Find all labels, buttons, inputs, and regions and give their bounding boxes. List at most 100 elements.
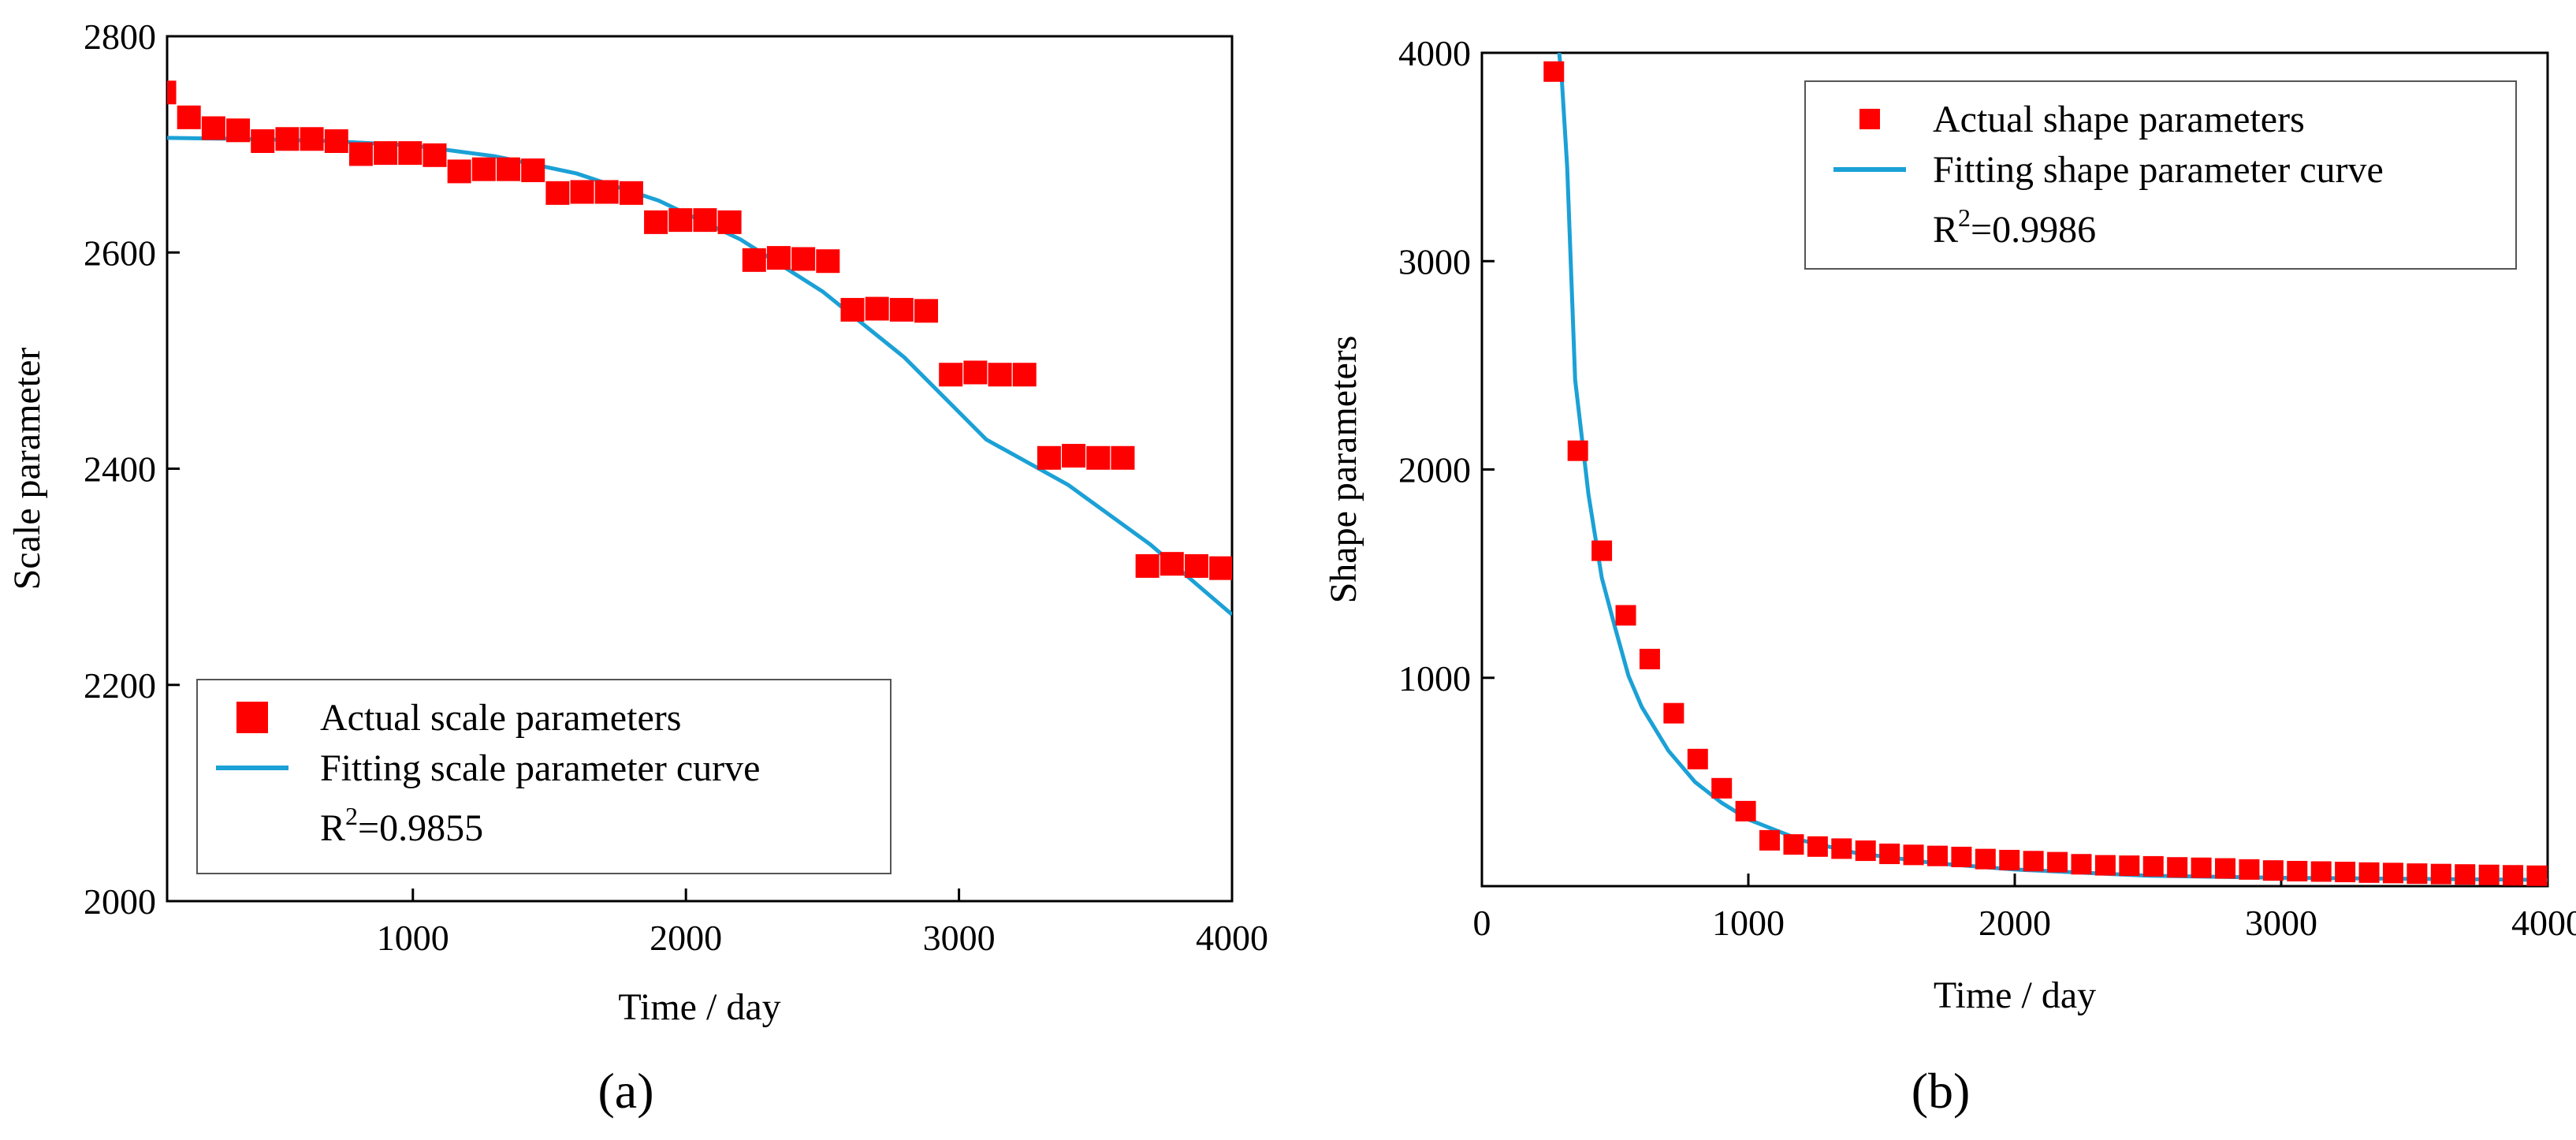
chart1-point-33 (963, 360, 988, 385)
chart1-point-26 (791, 247, 816, 271)
chart2-point-15 (1903, 844, 1924, 866)
chart1-point-7 (324, 129, 348, 154)
chart1-point-13 (471, 157, 496, 181)
chart1-point-23 (717, 210, 742, 234)
chart2-point-38 (2455, 864, 2476, 885)
chart2-point-34 (2358, 862, 2380, 883)
chart2-point-13 (1855, 840, 1876, 862)
chart1-point-3 (226, 118, 251, 143)
chart1-point-22 (693, 208, 717, 233)
chart1-y-tick-label-4: 2800 (84, 17, 156, 57)
chart2-point-19 (1999, 849, 2020, 870)
chart2-x-tick-label-3: 3000 (2245, 903, 2317, 943)
chart2-point-4 (1639, 648, 1660, 669)
chart1-point-9 (374, 141, 398, 166)
chart2-x-tick-label-2: 2000 (1979, 903, 2051, 943)
chart2-point-21 (2047, 851, 2068, 873)
chart2-x-tick-label-1: 1000 (1712, 903, 1785, 943)
chart2-plot-area (1543, 53, 2548, 886)
chart1-point-39 (1111, 445, 1135, 470)
chart2-r-squared-base: R (1933, 209, 1958, 251)
chart1-point-34 (988, 363, 1012, 387)
chart1-point-2 (201, 116, 225, 140)
chart2-point-23 (2094, 855, 2116, 876)
chart1-point-14 (497, 157, 521, 181)
chart2-point-25 (2142, 855, 2164, 877)
chart1-y-tick-label-2: 2400 (84, 449, 156, 490)
chart2-point-33 (2335, 862, 2356, 883)
chart2-point-24 (2119, 855, 2140, 877)
chart2-point-37 (2430, 863, 2451, 885)
chart1-point-8 (348, 142, 373, 166)
chart-panel-a: 1000 2000 3000 4000 2000 2200 2400 2600 2800 Time… (6, 17, 1268, 1028)
chart1-point-21 (668, 208, 693, 233)
panel-label-b: (b) (1912, 1063, 1971, 1119)
chart1-point-37 (1062, 444, 1086, 468)
chart2-point-41 (2526, 865, 2548, 886)
chart2-point-18 (1975, 848, 1996, 870)
chart2-y-tick-label-0: 1000 (1398, 658, 1471, 699)
chart1-point-18 (594, 180, 619, 204)
chart1-point-17 (570, 180, 594, 204)
chart2-point-6 (1687, 748, 1708, 769)
chart1-point-42 (1184, 553, 1208, 578)
chart1-point-19 (619, 181, 643, 205)
chart2-point-2 (1591, 540, 1613, 561)
chart1-r-squared-sup: 2 (345, 802, 358, 830)
chart2-point-31 (2287, 860, 2308, 881)
chart2-point-1 (1567, 440, 1588, 461)
chart2-y-tick-label-3: 4000 (1398, 33, 1471, 73)
chart2-point-3 (1615, 605, 1636, 626)
chart2-point-27 (2191, 857, 2212, 878)
panel-label-a: (a) (597, 1063, 653, 1119)
chart1-point-20 (644, 210, 668, 234)
chart1-point-25 (766, 246, 791, 270)
chart1-point-41 (1160, 552, 1184, 576)
chart2-legend-label-1: Fitting shape parameter curve (1933, 149, 2384, 191)
chart2-point-22 (2071, 854, 2092, 875)
chart1-point-16 (545, 181, 570, 205)
chart2-point-26 (2167, 857, 2188, 878)
chart1-point-30 (889, 297, 914, 322)
chart2-point-17 (1951, 847, 1972, 868)
chart2-legend-label-0: Actual shape parameters (1933, 99, 2305, 140)
chart2-r-squared-sup: 2 (1958, 203, 1971, 232)
chart1-point-28 (840, 297, 865, 322)
chart1-r-squared-value: =0.9855 (358, 807, 483, 849)
chart1-point-32 (939, 363, 963, 387)
chart1-y-tick-label-1: 2200 (84, 665, 156, 706)
chart1-point-36 (1037, 445, 1061, 470)
chart1-point-24 (742, 248, 766, 272)
chart2-r-squared-value: =0.9986 (1971, 209, 2096, 251)
chart2-y-tick-label-2: 3000 (1398, 241, 1471, 281)
chart2-point-14 (1879, 844, 1900, 865)
chart1-point-4 (251, 129, 275, 154)
chart2-legend-marker-swatch (1859, 109, 1880, 129)
chart2-legend: Actual shape parameters Fitting shape par… (1804, 80, 2517, 270)
chart2-point-35 (2382, 862, 2403, 884)
chart2-point-39 (2478, 864, 2500, 885)
chart2-point-29 (2239, 859, 2260, 880)
chart1-point-0 (167, 80, 177, 105)
chart2-point-36 (2407, 863, 2428, 885)
chart1-point-43 (1209, 556, 1232, 580)
chart1-legend-label-0: Actual scale parameters (320, 697, 681, 739)
chart1-point-40 (1135, 553, 1160, 578)
chart1-y-axis-label: Scale parameter (6, 348, 48, 590)
chart1-point-5 (275, 127, 300, 151)
chart1-legend-box (196, 679, 892, 874)
chart1-legend: Actual scale parameters Fitting scale par… (196, 679, 892, 874)
chart1-point-38 (1086, 445, 1111, 470)
chart2-x-axis-label: Time / day (1934, 974, 2096, 1016)
chart1-legend-marker-swatch (236, 702, 268, 733)
chart1-point-12 (447, 159, 471, 184)
chart2-y-tick-label-1: 2000 (1398, 450, 1471, 490)
chart-panel-b: 0 1000 2000 3000 4000 1000 2000 3000 4000 Time / … (1323, 33, 2576, 1016)
chart1-plot-area (167, 80, 1232, 617)
chart1-point-27 (816, 249, 840, 274)
chart1-y-tick-label-3: 2600 (84, 233, 156, 273)
chart1-point-6 (300, 127, 324, 151)
chart1-x-tick-label-3: 4000 (1196, 918, 1268, 958)
chart1-point-11 (423, 143, 447, 167)
